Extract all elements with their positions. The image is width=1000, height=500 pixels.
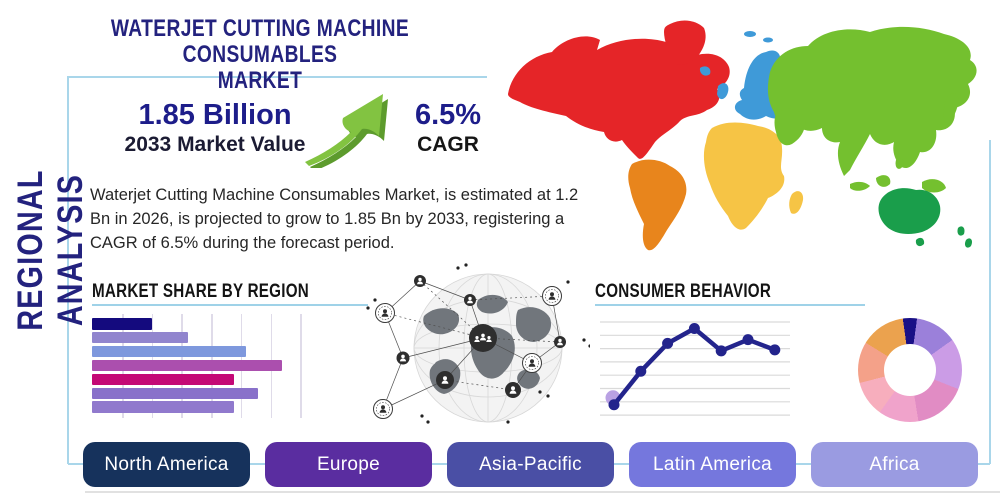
region-button-europe[interactable]: Europe [265,442,432,487]
growth-arrow-icon [305,94,388,168]
region-button-asia-pacific[interactable]: Asia-Pacific [447,442,614,487]
map-iceland [699,66,711,76]
bar-region-7 [92,401,234,413]
market-share-bar-chart [92,314,304,418]
bar-region-2 [92,331,188,344]
cagr-stat: 6.5% CAGR [398,99,498,157]
map-japan [943,93,959,124]
bar-region-1 [92,318,152,330]
map-indonesia [850,181,870,191]
consumer-behavior-line-chart [600,321,790,416]
bar-chart-gridline [300,314,302,418]
map-asia [767,26,977,177]
bar-region-4 [92,359,282,372]
map-borneo [876,175,891,187]
side-label-regional-analysis: REGIONAL ANALYSIS [11,169,90,331]
bar-region-5 [92,373,234,386]
map-new-zealand [957,226,973,248]
map-madagascar [789,191,804,214]
bar-region-6 [92,387,258,399]
market-value-stat: 1.85 Billion 2033 Market Value [85,99,345,157]
consumer-behavior-header: CONSUMER BEHAVIOR [595,281,772,302]
map-africa [703,122,785,230]
map-arabia [774,108,806,146]
map-svalbard [744,31,756,37]
consumer-behavior-underline [595,304,865,306]
cagr-value: 6.5% [414,99,482,131]
donut-chart [858,318,962,422]
description-text: Waterjet Cutting Machine Consumables Mar… [90,186,579,252]
page-title-line1: WATERJET CUTTING MACHINE CONSUMABLES [110,15,410,68]
frame-left-line [67,76,69,464]
map-philippines [895,158,904,169]
region-buttons-row: North America Europe Asia-Pacific Latin Ame… [83,442,978,488]
world-map [508,20,977,251]
map-uk [717,83,729,100]
globe-network-graphic [366,263,590,424]
map-tasmania [915,237,925,247]
market-value: 1.85 Billion [138,99,292,131]
bar-region-3 [92,345,246,358]
market-share-underline [92,304,368,306]
region-button-latin-america[interactable]: Latin America [629,442,796,487]
map-new-guinea [922,179,946,193]
map-greenland [664,20,706,65]
region-button-north-america[interactable]: North America [83,442,250,487]
frame-top-line [68,76,487,78]
market-share-header: MARKET SHARE BY REGION [92,281,309,302]
bottom-divider-line [85,491,1000,493]
map-north-america [508,36,730,159]
region-button-africa[interactable]: Africa [811,442,978,487]
group-people-node-icon [469,324,497,352]
cagr-label: CAGR [417,133,479,156]
map-arctic-isle [763,37,773,43]
map-south-america [628,159,687,251]
donut-hole [884,344,936,396]
network-node-icons [373,275,566,419]
page-title: WATERJET CUTTING MACHINE CONSUMABLES MAR… [76,16,444,94]
frame-right-line [989,140,991,464]
map-australia [878,188,941,234]
market-value-label: 2033 Market Value [124,133,306,156]
page-title-line2: MARKET [217,66,303,94]
